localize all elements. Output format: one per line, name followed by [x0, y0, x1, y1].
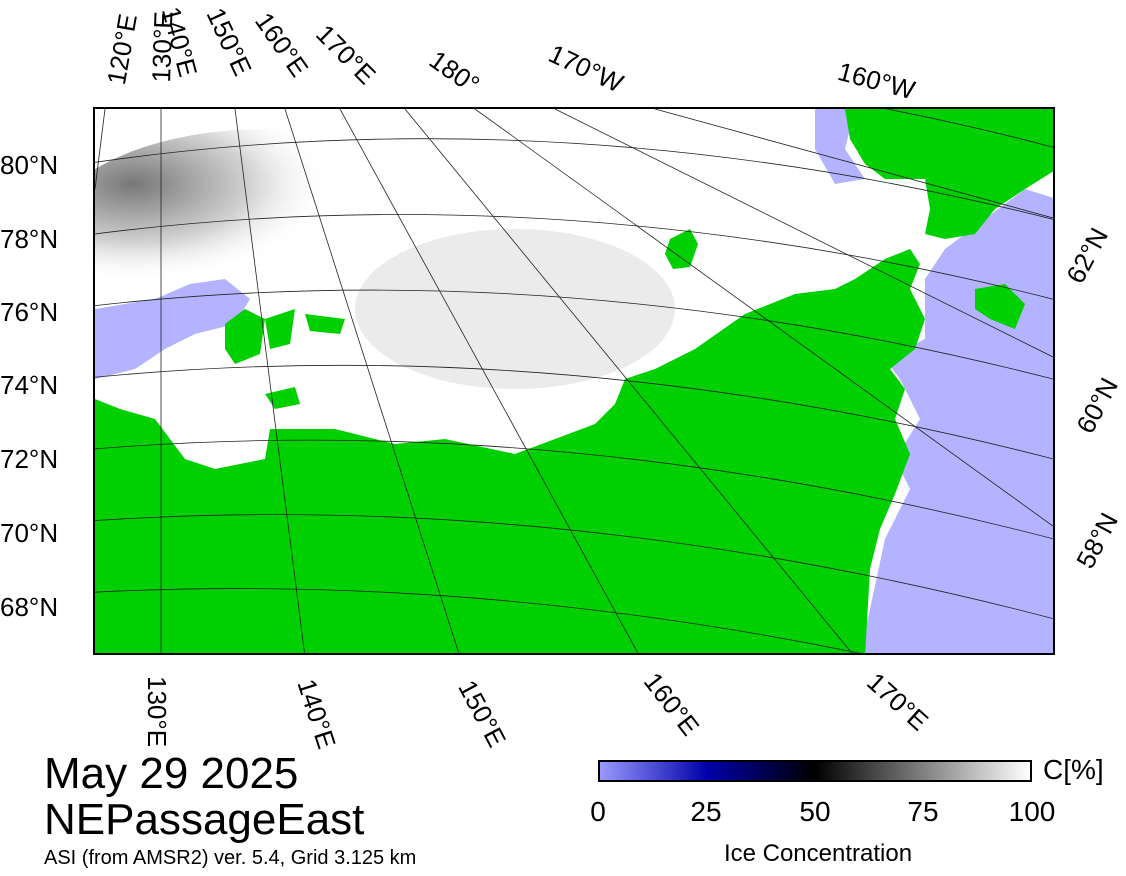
- lat-label-60: 60°N: [1070, 372, 1124, 439]
- lon-label-top-160w: 160°W: [834, 56, 919, 106]
- lat-label-78: 78°N: [0, 224, 59, 254]
- siberia-land: [95, 249, 925, 653]
- colorbar-tick-0: 0: [590, 796, 606, 827]
- graticule: [95, 109, 1053, 653]
- new-siberian-island-2: [265, 309, 295, 349]
- lon-label-bottom-160e: 160°E: [637, 666, 706, 742]
- ice-concentration-map: [95, 109, 1053, 653]
- lon-label-top-150e: 150°E: [200, 3, 258, 81]
- colorbar-tick-25: 25: [690, 796, 722, 827]
- new-siberian-island-3: [305, 314, 345, 334]
- data-credit: ASI (from AMSR2) ver. 5.4, Grid 3.125 km: [44, 847, 417, 869]
- map-date: May 29 2025: [44, 749, 299, 798]
- lat-label-70: 70°N: [0, 518, 59, 548]
- lat-label-72: 72°N: [0, 444, 59, 474]
- lat-label-68: 68°N: [0, 592, 59, 622]
- map-region: NEPassageEast: [44, 795, 365, 844]
- bear-islands: [265, 387, 300, 409]
- colorbar-tick-75: 75: [907, 796, 939, 827]
- colorbar: [598, 760, 1032, 782]
- lon-label-bottom-130e: 130°E: [142, 676, 172, 748]
- lat-label-76: 76°N: [0, 297, 59, 327]
- lat-label-74: 74°N: [0, 370, 59, 400]
- wrangel-island: [665, 229, 698, 269]
- lon-label-top-120e: 120°E: [101, 11, 143, 87]
- new-siberian-island-1: [225, 309, 265, 364]
- lat-label-58: 58°N: [1070, 507, 1124, 574]
- alaska-land: [845, 109, 1053, 239]
- lat-label-80: 80°N: [0, 150, 59, 180]
- lon-label-top-170e: 170°E: [310, 18, 382, 91]
- lat-label-62: 62°N: [1060, 222, 1114, 289]
- st-lawrence-island: [975, 284, 1025, 329]
- open-water-laptev: [95, 279, 250, 379]
- lon-label-bottom-150e: 150°E: [452, 675, 513, 752]
- colorbar-title: Ice Concentration: [723, 840, 913, 867]
- lon-label-top-180: 180°: [423, 44, 486, 100]
- open-water-chukchi-north: [815, 109, 865, 184]
- map-frame: [93, 107, 1055, 655]
- colorbar-tick-100: 100: [1008, 796, 1056, 827]
- lon-label-top-170w: 170°W: [544, 38, 628, 99]
- lon-label-top-160e: 160°E: [249, 6, 315, 83]
- lon-label-bottom-170e: 170°E: [861, 666, 935, 737]
- colorbar-unit: C[%]: [1043, 754, 1104, 785]
- lon-label-bottom-140e: 140°E: [291, 675, 342, 753]
- colorbar-tick-50: 50: [799, 796, 831, 827]
- ice-haze-east: [355, 229, 675, 389]
